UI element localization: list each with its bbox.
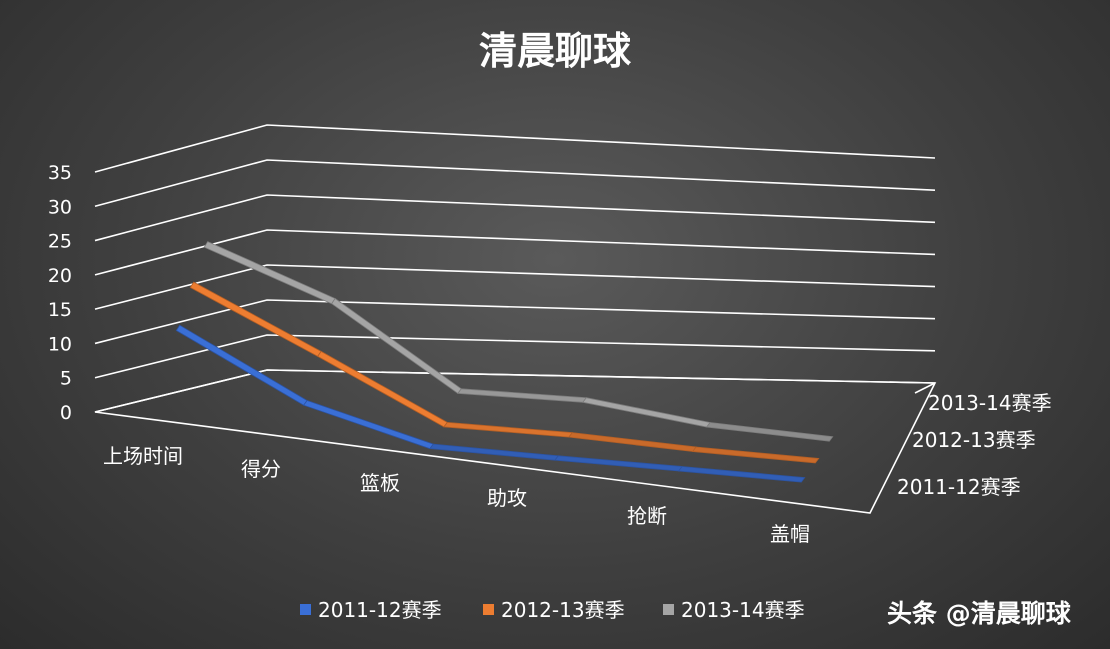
line-segment	[677, 466, 806, 483]
legend-item: 2011-12赛季	[300, 598, 442, 622]
y-tick-label: 30	[48, 196, 72, 218]
depth-tick-label: 2011-12赛季	[897, 475, 1021, 499]
y-tick-label: 5	[60, 368, 72, 390]
line-segment	[691, 446, 820, 464]
gridline	[94, 124, 936, 173]
legend-label: 2012-13赛季	[501, 598, 625, 622]
depth-axis: 2011-12赛季 2012-13赛季 2013-14赛季	[897, 391, 1052, 499]
x-tick-label: 篮板	[360, 471, 400, 495]
legend-swatch	[663, 604, 674, 615]
line-segment	[582, 397, 711, 428]
x-tick-label: 抢断	[627, 504, 667, 528]
legend-label: 2011-12赛季	[318, 598, 442, 622]
gridline	[94, 299, 936, 345]
legend-swatch	[300, 604, 311, 615]
y-tick-label: 35	[48, 162, 72, 184]
watermark: 头条 @清晨聊球	[887, 599, 1072, 628]
depth-tick-label: 2013-14赛季	[928, 391, 1052, 415]
y-tick-label: 15	[48, 299, 72, 321]
line-segment	[331, 297, 462, 394]
line-segment	[705, 422, 834, 442]
y-tick-label: 20	[48, 265, 72, 287]
y-tick-label: 10	[48, 333, 72, 355]
x-tick-label: 得分	[241, 457, 281, 481]
gridline	[94, 229, 936, 276]
legend: 2011-12赛季 2012-13赛季 2013-14赛季	[300, 598, 805, 622]
series-ribbon	[203, 241, 834, 442]
legend-item: 2012-13赛季	[483, 598, 625, 622]
line-segment	[443, 421, 574, 438]
line-segment	[203, 241, 336, 305]
legend-swatch	[483, 604, 494, 615]
series-ribbons	[175, 241, 834, 483]
x-tick-label: 上场时间	[103, 444, 183, 468]
x-tick-label: 盖帽	[770, 522, 810, 546]
chart-title: 清晨聊球	[479, 29, 632, 73]
x-tick-label: 助攻	[487, 486, 527, 510]
legend-item: 2013-14赛季	[663, 598, 805, 622]
line-segment	[568, 432, 697, 452]
gridline	[94, 334, 936, 379]
gridlines	[94, 124, 936, 413]
gridline	[94, 264, 936, 310]
y-axis: 0 5 10 15 20 25 30 35	[48, 162, 72, 424]
gridline	[94, 159, 936, 208]
gridline	[94, 369, 936, 413]
series-ribbon	[189, 281, 820, 464]
line-segment	[457, 388, 588, 403]
y-tick-label: 25	[48, 231, 72, 253]
series-ribbon	[175, 324, 806, 483]
line-segment	[554, 455, 683, 472]
floor-front-tick	[914, 382, 936, 394]
gridline	[94, 194, 936, 242]
y-tick-label: 0	[60, 402, 72, 424]
legend-label: 2013-14赛季	[681, 598, 805, 622]
depth-tick-label: 2012-13赛季	[912, 428, 1036, 452]
